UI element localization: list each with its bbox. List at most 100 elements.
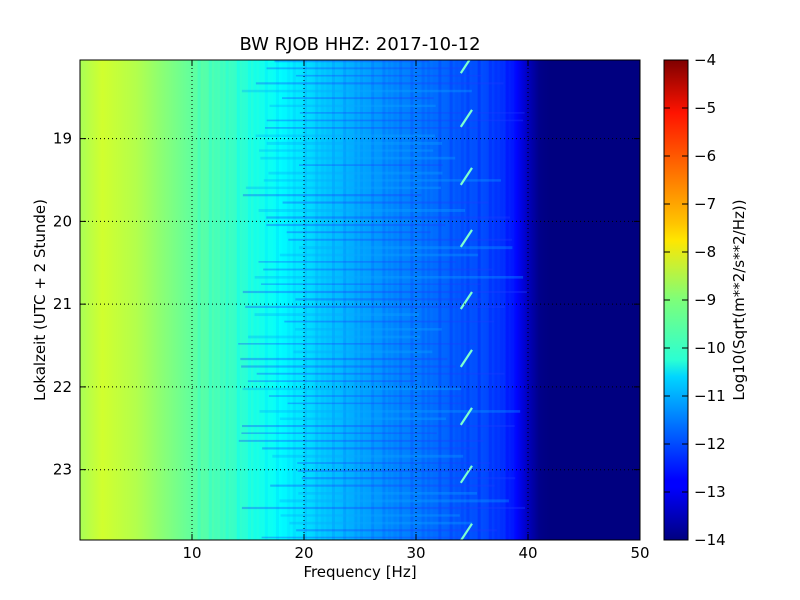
time-band [266, 67, 473, 70]
frequency-stripe [354, 60, 358, 540]
time-band [254, 313, 419, 317]
time-band [266, 141, 442, 145]
time-band [241, 506, 525, 510]
colorbar-label: Log10(Sqrt(m**2/s**2/Hz)) [730, 199, 748, 400]
time-band [298, 492, 478, 495]
x-tick-label: 40 [518, 544, 537, 562]
time-band [299, 246, 513, 250]
hourly-feature-mark [459, 229, 473, 248]
x-axis-ticks: 10 20 30 40 50 [182, 60, 650, 562]
time-band [261, 536, 469, 539]
time-band [255, 82, 504, 85]
frequency-stripe [410, 60, 414, 540]
time-band [266, 119, 524, 122]
x-axis-label: Frequency [Hz] [303, 563, 416, 581]
frequency-stripe [192, 60, 195, 540]
frequency-stripe [287, 60, 291, 540]
frequency-stripe [208, 60, 212, 540]
frequency-stripe [455, 60, 459, 540]
time-band [255, 134, 436, 138]
time-band [245, 305, 505, 309]
time-band [295, 74, 483, 77]
time-band [297, 462, 491, 464]
frequency-stripe [477, 60, 481, 540]
y-tick-label: 21 [53, 295, 72, 313]
frequency-stripe [399, 60, 403, 540]
colorbar-tick-label: −9 [694, 291, 716, 309]
y-tick-label: 23 [53, 461, 72, 479]
frequency-stripe [214, 60, 218, 540]
hourly-feature-mark [459, 291, 473, 310]
frequency-stripe [360, 60, 363, 540]
frequency-stripe [248, 60, 251, 540]
time-band [293, 350, 433, 354]
x-tick-label: 30 [406, 544, 425, 562]
frequency-stripe [203, 60, 207, 540]
heatmap-area [80, 60, 640, 540]
time-band [242, 290, 527, 294]
colorbar-tick-label: −5 [694, 99, 716, 117]
time-band [238, 343, 477, 345]
colorbar-tick-label: −6 [694, 147, 716, 165]
frequency-stripe [488, 60, 492, 540]
x-tick-label: 10 [182, 544, 201, 562]
time-band [241, 432, 437, 435]
frequency-stripe [348, 60, 352, 540]
x-tick-label: 20 [294, 544, 313, 562]
time-band [260, 156, 456, 160]
frequency-stripe [388, 60, 391, 540]
y-axis-ticks: 19 20 21 22 23 [53, 130, 640, 479]
frequency-stripe [332, 60, 335, 540]
frequency-stripe [259, 60, 263, 540]
time-band [238, 439, 484, 442]
frequency-stripe [444, 60, 447, 540]
time-band [254, 276, 524, 279]
time-band [248, 335, 421, 339]
y-axis-label: Lokalzeit (UTC + 2 Stunde) [31, 199, 49, 401]
frequency-stripe [505, 60, 509, 540]
time-band [286, 231, 431, 234]
frequency-stripe [309, 60, 313, 540]
frequency-stripe [427, 60, 431, 540]
frequency-stripe [298, 60, 302, 540]
time-band [265, 127, 478, 129]
frequency-stripe [382, 60, 386, 540]
time-band [295, 298, 482, 301]
frequency-stripe [483, 60, 487, 540]
frequency-stripe [231, 60, 235, 540]
time-band [241, 89, 472, 93]
time-band [296, 529, 497, 532]
frequency-stripe [220, 60, 223, 540]
colorbar-tick-label: −4 [694, 51, 716, 69]
frequency-stripe [365, 60, 369, 540]
time-band [256, 372, 505, 375]
time-band [299, 164, 443, 166]
time-band [270, 484, 495, 487]
time-band [242, 387, 462, 391]
time-band [241, 365, 456, 368]
frequency-stripe [304, 60, 307, 540]
colorbar-tick-label: −14 [694, 531, 726, 549]
y-tick-label: 22 [53, 378, 72, 396]
frequency-stripe [236, 60, 240, 540]
time-band [274, 60, 429, 63]
frequency-stripe [197, 60, 201, 540]
hourly-feature-mark [459, 523, 473, 540]
frequency-stripe [500, 60, 503, 540]
frequency-stripe [421, 60, 425, 540]
time-band [261, 283, 482, 285]
colorbar-tick-label: −7 [694, 195, 716, 213]
frequency-stripe [432, 60, 436, 540]
colorbar-tick-label: −10 [694, 339, 726, 357]
frequency-stripe [242, 60, 246, 540]
grid-lines [80, 60, 640, 540]
colorbar-tick-label: −13 [694, 483, 726, 501]
frequency-stripe [315, 60, 319, 540]
frequency-stripe [460, 60, 464, 540]
time-band [297, 469, 492, 472]
hourly-feature-mark [459, 349, 473, 368]
plot-frame [79, 59, 641, 541]
time-band [287, 402, 467, 405]
time-band [289, 521, 473, 525]
